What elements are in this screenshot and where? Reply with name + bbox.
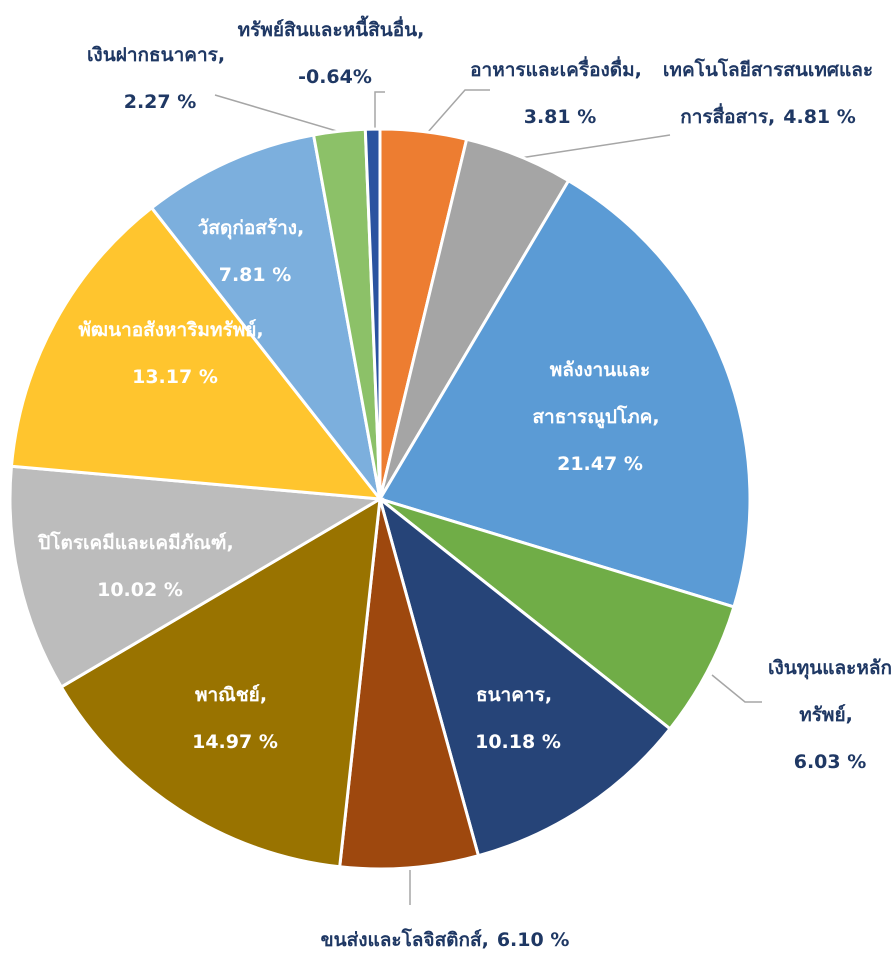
separator: , bbox=[226, 532, 234, 554]
category-label: พัฒนาอสังหาริมทรัพย์ bbox=[78, 319, 257, 341]
data-label: ทรัพย์สินและหนี้สินอื่น, -0.64% bbox=[205, 7, 465, 101]
data-label: อาหารและเครื่องดื่ม, 3.81 % bbox=[440, 47, 680, 141]
value-label: 21.47 % bbox=[557, 453, 643, 475]
leader-lines bbox=[214, 89, 762, 905]
separator: , bbox=[481, 929, 489, 951]
value-label: 4.81 % bbox=[783, 106, 856, 128]
value-label: 10.02 % bbox=[97, 579, 183, 601]
value-label: 13.17 % bbox=[132, 366, 218, 388]
pie-slice bbox=[379, 497, 736, 731]
category-label: เงินทุนและหลักทรัพย์ bbox=[767, 657, 893, 726]
leader-line bbox=[214, 94, 341, 133]
separator: , bbox=[544, 684, 553, 706]
data-label: เงินฝากธนาคาร, 2.27 % bbox=[50, 32, 270, 126]
value-label: 2.27 % bbox=[123, 91, 197, 113]
category-label: ธนาคาร bbox=[475, 684, 545, 706]
leader-line bbox=[711, 674, 762, 703]
leader-line bbox=[519, 134, 671, 159]
category-label: ทรัพย์สินและหนี้สินอื่น bbox=[237, 19, 418, 41]
pie-slice bbox=[9, 205, 384, 501]
category-label: พาณิชย์ bbox=[194, 684, 260, 706]
separator: , bbox=[297, 217, 305, 239]
category-label: เงินฝากธนาคาร bbox=[86, 44, 218, 66]
separator: , bbox=[845, 704, 853, 726]
data-label: วัสดุก่อสร้าง, 7.81 % bbox=[175, 205, 335, 299]
separator: , bbox=[417, 19, 425, 41]
separator: , bbox=[256, 319, 264, 341]
category-label: พลังงานและสาธารณูปโภค bbox=[532, 359, 653, 428]
category-label: ขนส่งและโลจิสติกส์ bbox=[320, 929, 482, 951]
category-label: เทคโนโลยีสารสนเทศและการสื่อสาร bbox=[662, 59, 874, 128]
value-label: 14.97 % bbox=[192, 731, 278, 753]
data-label: ขนส่งและโลจิสติกส์, 6.10 % bbox=[245, 917, 645, 958]
pie-slice bbox=[338, 498, 481, 871]
category-label: วัสดุก่อสร้าง bbox=[197, 217, 298, 239]
separator: , bbox=[652, 406, 660, 428]
value-label: 7.81 % bbox=[218, 264, 292, 286]
data-label: เงินทุนและหลักทรัพย์, 6.03 % bbox=[765, 645, 893, 786]
category-label: ปิโตรเคมีและเคมีภัณฑ์ bbox=[38, 532, 227, 554]
pie-slice bbox=[377, 178, 752, 609]
value-label: 10.18 % bbox=[475, 731, 561, 753]
data-label: พัฒนาอสังหาริมทรัพย์, 13.17 % bbox=[75, 307, 275, 401]
leader-line bbox=[427, 89, 490, 133]
pie-slice bbox=[377, 494, 673, 858]
data-label: ปิโตรเคมีและเคมีภัณฑ์, 10.02 % bbox=[10, 520, 270, 614]
data-label: ธนาคาร, 10.18 % bbox=[438, 672, 598, 766]
value-label: 3.81 % bbox=[523, 106, 597, 128]
category-label: อาหารและเครื่องดื่ม bbox=[470, 59, 635, 81]
pie-slice bbox=[8, 464, 385, 690]
separator: , bbox=[259, 684, 268, 706]
value-label: 6.10 % bbox=[496, 929, 570, 951]
leader-line bbox=[374, 91, 385, 128]
value-label: 6.03 % bbox=[793, 751, 867, 773]
data-label: พาณิชย์, 14.97 % bbox=[155, 672, 315, 766]
value-label: -0.64% bbox=[298, 66, 372, 88]
separator: , bbox=[768, 106, 776, 128]
pie-slice bbox=[149, 133, 382, 500]
data-label: เทคโนโลยีสารสนเทศและการสื่อสาร, 4.81 % bbox=[658, 47, 878, 141]
pie-slice bbox=[59, 496, 382, 869]
pie-slice bbox=[363, 127, 382, 500]
separator: , bbox=[634, 59, 642, 81]
data-label: พลังงานและสาธารณูปโภค, 21.47 % bbox=[510, 347, 690, 488]
separator: , bbox=[217, 44, 226, 66]
